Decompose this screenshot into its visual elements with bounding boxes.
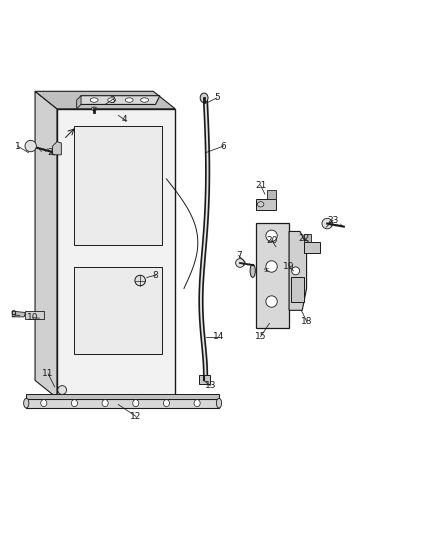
Text: 13: 13 [205, 381, 216, 390]
Ellipse shape [216, 398, 222, 408]
Polygon shape [267, 190, 276, 199]
Text: 9: 9 [10, 310, 16, 319]
Polygon shape [256, 199, 276, 209]
Text: 12: 12 [130, 412, 141, 421]
Text: 15: 15 [255, 332, 266, 341]
Text: 5: 5 [214, 93, 220, 102]
Polygon shape [53, 142, 61, 155]
Polygon shape [291, 278, 304, 302]
Polygon shape [74, 126, 162, 245]
Ellipse shape [108, 98, 116, 102]
Text: 3: 3 [109, 95, 115, 104]
Text: 21: 21 [255, 181, 266, 190]
Text: 8: 8 [152, 271, 159, 280]
Text: 20: 20 [266, 236, 277, 245]
Text: 22: 22 [299, 233, 310, 243]
Ellipse shape [90, 98, 98, 102]
Circle shape [266, 296, 277, 307]
Polygon shape [26, 393, 219, 399]
Polygon shape [57, 109, 175, 398]
Text: 23: 23 [327, 216, 339, 225]
Polygon shape [289, 231, 307, 310]
Circle shape [236, 259, 244, 268]
Polygon shape [77, 96, 81, 109]
Ellipse shape [92, 107, 97, 110]
Polygon shape [26, 399, 219, 408]
Ellipse shape [102, 400, 108, 407]
Circle shape [266, 230, 277, 241]
Ellipse shape [133, 400, 139, 407]
Polygon shape [12, 311, 25, 317]
Polygon shape [256, 223, 289, 328]
Text: 18: 18 [301, 317, 312, 326]
Text: 4: 4 [122, 115, 127, 124]
Ellipse shape [41, 400, 47, 407]
Ellipse shape [71, 400, 78, 407]
Circle shape [322, 219, 332, 229]
Polygon shape [304, 243, 320, 253]
Ellipse shape [125, 98, 133, 102]
Circle shape [292, 267, 300, 275]
Text: 7: 7 [236, 251, 242, 260]
Text: 10: 10 [27, 313, 39, 322]
Text: 19: 19 [283, 262, 295, 271]
Polygon shape [304, 233, 311, 243]
Circle shape [25, 140, 36, 152]
Ellipse shape [200, 93, 208, 103]
Circle shape [58, 386, 67, 394]
Text: 2: 2 [48, 148, 53, 157]
Polygon shape [199, 375, 210, 384]
Ellipse shape [141, 98, 148, 102]
Text: SC: SC [264, 268, 270, 273]
Ellipse shape [257, 201, 264, 207]
Polygon shape [74, 266, 162, 354]
Polygon shape [35, 91, 57, 398]
Ellipse shape [194, 400, 200, 407]
Text: 1: 1 [14, 142, 21, 150]
Ellipse shape [163, 400, 170, 407]
Polygon shape [25, 311, 44, 319]
Text: 11: 11 [42, 369, 54, 378]
Circle shape [266, 261, 277, 272]
Polygon shape [77, 96, 160, 104]
Ellipse shape [250, 264, 255, 278]
Ellipse shape [24, 398, 29, 408]
Text: 14: 14 [213, 332, 225, 341]
Polygon shape [35, 91, 175, 109]
Text: 6: 6 [220, 142, 226, 150]
Circle shape [135, 275, 145, 286]
